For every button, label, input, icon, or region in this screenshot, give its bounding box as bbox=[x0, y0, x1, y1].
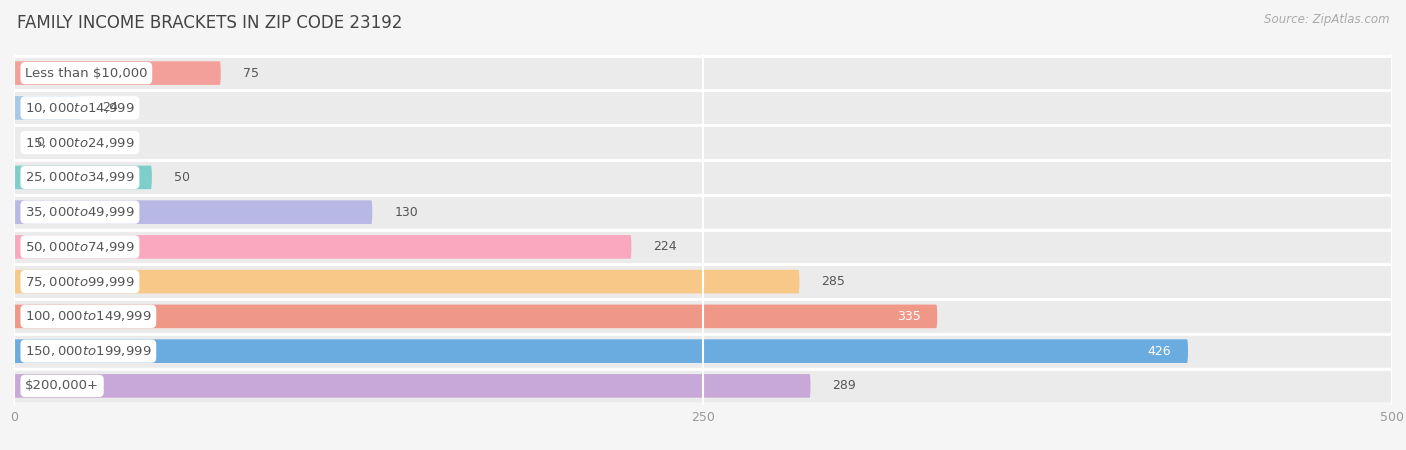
FancyBboxPatch shape bbox=[14, 339, 1188, 363]
FancyBboxPatch shape bbox=[14, 61, 221, 85]
FancyBboxPatch shape bbox=[14, 126, 1392, 159]
Text: 24: 24 bbox=[103, 101, 118, 114]
Text: 0: 0 bbox=[37, 136, 44, 149]
FancyBboxPatch shape bbox=[14, 161, 1392, 194]
Text: Source: ZipAtlas.com: Source: ZipAtlas.com bbox=[1264, 14, 1389, 27]
Text: 335: 335 bbox=[897, 310, 921, 323]
Text: $200,000+: $200,000+ bbox=[25, 379, 98, 392]
Text: 285: 285 bbox=[821, 275, 845, 288]
FancyBboxPatch shape bbox=[14, 230, 1392, 263]
Text: $35,000 to $49,999: $35,000 to $49,999 bbox=[25, 205, 135, 219]
FancyBboxPatch shape bbox=[14, 200, 373, 224]
FancyBboxPatch shape bbox=[14, 305, 938, 328]
FancyBboxPatch shape bbox=[14, 96, 80, 120]
Text: $15,000 to $24,999: $15,000 to $24,999 bbox=[25, 135, 135, 149]
Text: $75,000 to $99,999: $75,000 to $99,999 bbox=[25, 274, 135, 288]
Text: 130: 130 bbox=[394, 206, 418, 219]
Text: $150,000 to $199,999: $150,000 to $199,999 bbox=[25, 344, 152, 358]
FancyBboxPatch shape bbox=[14, 235, 631, 259]
FancyBboxPatch shape bbox=[14, 196, 1392, 229]
Text: Less than $10,000: Less than $10,000 bbox=[25, 67, 148, 80]
FancyBboxPatch shape bbox=[14, 57, 1392, 90]
Text: 75: 75 bbox=[243, 67, 259, 80]
FancyBboxPatch shape bbox=[14, 270, 800, 293]
FancyBboxPatch shape bbox=[14, 300, 1392, 333]
Text: 224: 224 bbox=[654, 240, 678, 253]
FancyBboxPatch shape bbox=[14, 91, 1392, 124]
Text: $100,000 to $149,999: $100,000 to $149,999 bbox=[25, 310, 152, 324]
Text: 50: 50 bbox=[174, 171, 190, 184]
Text: $10,000 to $14,999: $10,000 to $14,999 bbox=[25, 101, 135, 115]
FancyBboxPatch shape bbox=[14, 266, 1392, 298]
FancyBboxPatch shape bbox=[14, 374, 810, 398]
FancyBboxPatch shape bbox=[14, 166, 152, 189]
Text: 426: 426 bbox=[1147, 345, 1171, 358]
Text: $25,000 to $34,999: $25,000 to $34,999 bbox=[25, 171, 135, 184]
Text: 289: 289 bbox=[832, 379, 856, 392]
FancyBboxPatch shape bbox=[14, 335, 1392, 368]
FancyBboxPatch shape bbox=[14, 369, 1392, 402]
Text: FAMILY INCOME BRACKETS IN ZIP CODE 23192: FAMILY INCOME BRACKETS IN ZIP CODE 23192 bbox=[17, 14, 402, 32]
Text: $50,000 to $74,999: $50,000 to $74,999 bbox=[25, 240, 135, 254]
